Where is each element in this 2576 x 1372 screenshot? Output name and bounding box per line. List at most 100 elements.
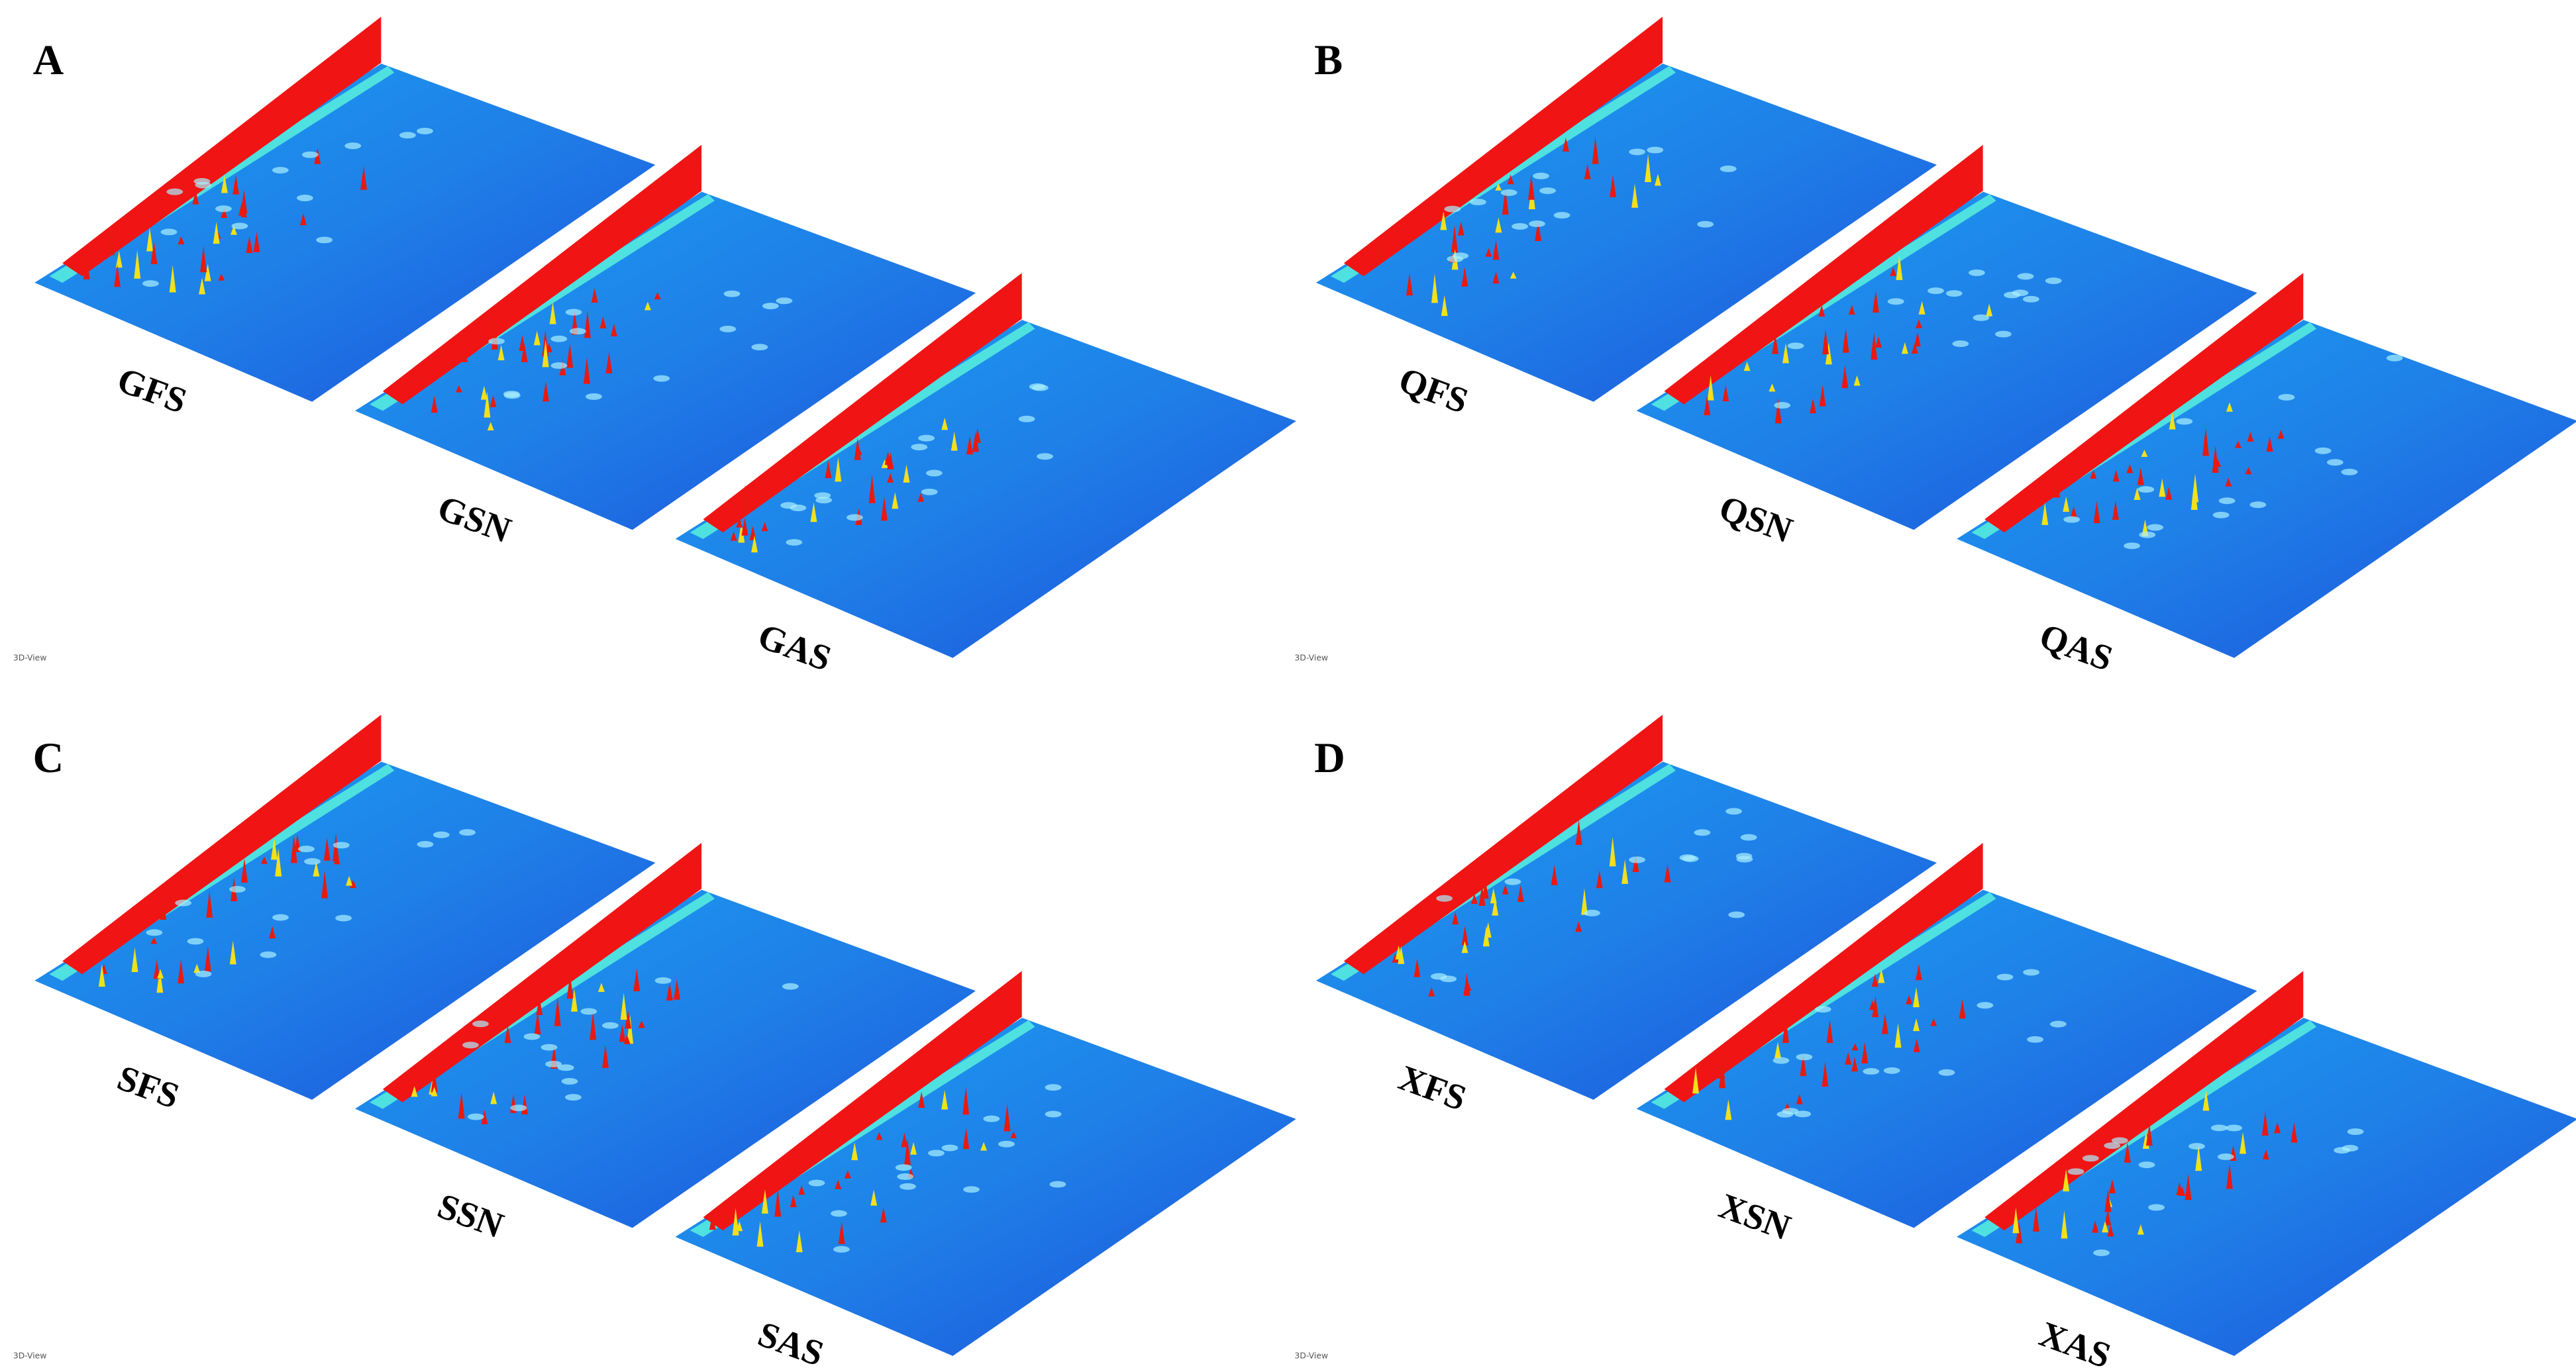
spectrum-slice: XFS — [1312, 714, 1941, 1118]
peak — [131, 947, 138, 973]
peak — [625, 1010, 632, 1029]
spot — [1037, 453, 1053, 460]
spot — [561, 1078, 578, 1085]
reactant-ion-peak — [62, 714, 382, 975]
spot — [417, 127, 433, 134]
panel-label: C — [33, 734, 64, 781]
peak — [1492, 240, 1500, 260]
peak — [1848, 305, 1855, 315]
peak — [1004, 1103, 1011, 1132]
peak — [534, 1011, 541, 1035]
peak — [1810, 398, 1816, 414]
view-label: 3D-View — [1294, 1351, 1328, 1361]
peak — [200, 246, 207, 273]
peak — [1915, 319, 1922, 328]
peak — [1774, 1042, 1781, 1059]
peak — [741, 517, 748, 536]
peak — [844, 1170, 851, 1179]
peak — [1631, 183, 1639, 208]
spot — [1973, 314, 1990, 321]
peak — [554, 997, 561, 1026]
peak — [1507, 174, 1514, 185]
peak — [941, 417, 949, 430]
peak — [2291, 1122, 2298, 1143]
peak — [1894, 1023, 1902, 1048]
sample-label: SSN — [433, 1185, 509, 1246]
peak — [1495, 183, 1502, 191]
peak — [904, 1138, 911, 1165]
peak — [431, 1087, 438, 1097]
spot — [723, 290, 741, 297]
peak — [2145, 1123, 2153, 1146]
peak — [756, 1221, 764, 1247]
spot — [808, 1179, 825, 1187]
peak — [838, 1221, 845, 1244]
peak — [1796, 1094, 1803, 1104]
peak — [1610, 175, 1616, 197]
peak — [2176, 1181, 2183, 1196]
peak — [1484, 922, 1492, 938]
peak — [1911, 342, 1918, 354]
spot — [557, 1064, 574, 1071]
spot — [1863, 1068, 1880, 1075]
peak — [1722, 385, 1729, 402]
peak — [1592, 137, 1599, 164]
peak — [323, 837, 331, 861]
peak — [835, 457, 842, 482]
peak — [2104, 1189, 2112, 1212]
spot — [195, 970, 212, 977]
peak — [1392, 953, 1399, 963]
peak — [549, 302, 556, 324]
peak — [605, 352, 613, 373]
spot — [580, 1008, 597, 1015]
panel: D 3D-View XFS XSN XAS — [1294, 714, 2576, 1372]
peak — [1822, 329, 1829, 355]
peak — [350, 879, 357, 889]
spot — [1539, 187, 1556, 194]
spot — [298, 846, 315, 853]
spot — [1773, 1057, 1790, 1064]
spot — [160, 228, 178, 236]
peak — [566, 974, 574, 999]
peak — [484, 391, 491, 418]
peak — [2016, 1220, 2023, 1244]
peak — [2240, 1132, 2247, 1154]
peak — [1851, 1043, 1859, 1051]
peak — [2202, 1089, 2210, 1111]
spectrum-slice: SAS — [672, 971, 1300, 1372]
sample-label: GAS — [753, 615, 837, 679]
peak — [2247, 432, 2254, 442]
peak — [1406, 272, 1413, 296]
peak — [1645, 154, 1652, 183]
peak — [1890, 267, 1897, 276]
reactant-ion-peak — [62, 17, 382, 277]
spot — [1553, 212, 1571, 219]
peak — [230, 225, 237, 235]
spot — [1697, 220, 1714, 228]
spot — [472, 1020, 489, 1028]
peak — [431, 395, 438, 413]
spot — [1533, 172, 1549, 179]
spot — [333, 842, 350, 849]
peak — [962, 1087, 970, 1115]
peak — [602, 1044, 609, 1068]
peak — [2063, 1169, 2070, 1192]
peak — [2112, 469, 2120, 482]
peak — [2093, 501, 2100, 524]
peak — [346, 875, 352, 886]
spot — [2023, 969, 2039, 976]
spot — [1529, 220, 1545, 227]
spot — [653, 375, 670, 382]
peak — [431, 1067, 438, 1093]
peak — [638, 1020, 645, 1028]
spot — [897, 1173, 914, 1180]
spectrum-slice: QAS — [1953, 273, 2576, 679]
peak — [1440, 211, 1447, 230]
spot — [751, 344, 768, 351]
spot — [2063, 516, 2081, 523]
peak — [2277, 430, 2285, 439]
panel-label: D — [1314, 734, 1345, 781]
peak — [1457, 221, 1465, 236]
peak — [1485, 248, 1492, 257]
spectrum-slice: SFS — [30, 714, 659, 1116]
